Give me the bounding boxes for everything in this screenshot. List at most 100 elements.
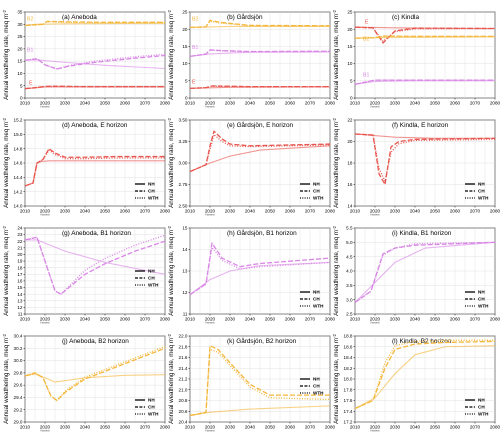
legend: NH CH WTH bbox=[135, 182, 159, 201]
x-tick-label: 2050 bbox=[100, 425, 111, 430]
harvest-note: Harvest bbox=[371, 104, 380, 108]
y-tick-label: 4.0 bbox=[346, 269, 353, 274]
x-tick-label: 2030 bbox=[60, 209, 71, 214]
series-b1-wth bbox=[354, 241, 496, 304]
legend-label-wth: WTH bbox=[478, 304, 489, 309]
y-tick-label: 18 bbox=[17, 265, 23, 270]
series-b2-wth bbox=[24, 21, 165, 27]
harvest-note: Harvest bbox=[41, 212, 50, 216]
x-tick-label: 2070 bbox=[140, 209, 151, 214]
y-tick-label: 10 bbox=[182, 61, 188, 66]
legend: NH CH WTH bbox=[300, 290, 324, 309]
x-tick-label: 2080 bbox=[160, 425, 171, 430]
x-tick-label: 2010 bbox=[185, 425, 196, 430]
y-tick-label: 2.75 bbox=[179, 182, 188, 187]
y-tick-label: 15.0 bbox=[14, 132, 23, 137]
x-tick-label: 2080 bbox=[160, 209, 171, 214]
y-tick-label: 21.6 bbox=[179, 355, 188, 360]
y-tick-label: 14.8 bbox=[14, 146, 23, 151]
y-tick-label: 25 bbox=[182, 10, 188, 15]
x-tick-label: 2060 bbox=[120, 425, 131, 430]
x-tick-label: 2080 bbox=[325, 101, 336, 106]
series-b2-wth bbox=[189, 20, 331, 29]
y-tick-label: 20.6 bbox=[179, 409, 188, 414]
y-tick-label: 29.6 bbox=[14, 383, 23, 388]
x-tick-label: 2030 bbox=[390, 317, 401, 322]
x-tick-label: 2060 bbox=[120, 101, 131, 106]
y-tick-label: 18.0 bbox=[344, 377, 353, 382]
legend-label-wth: WTH bbox=[478, 412, 489, 417]
series-b2-ch bbox=[189, 19, 331, 29]
panel-a: 2010 2020 2030 2040 2050 2060 2070 2080Harvest0… bbox=[2, 9, 171, 108]
horizon-label: B2 bbox=[363, 37, 369, 43]
harvest-note: Harvest bbox=[206, 104, 215, 108]
x-tick-label: 2080 bbox=[490, 317, 500, 322]
panel-k: 2010 2020 2030 2040 2050 2060 2070 2080 Harvest 2… bbox=[167, 333, 336, 432]
x-tick-label: 2050 bbox=[430, 209, 441, 214]
x-tick-label: 2080 bbox=[325, 317, 336, 322]
x-tick-label: 2070 bbox=[140, 101, 151, 106]
y-tick-label: 0 bbox=[350, 96, 353, 101]
x-tick-label: 2060 bbox=[450, 101, 461, 106]
y-tick-label: 30.2 bbox=[14, 346, 23, 351]
y-tick-label: 12 bbox=[182, 290, 188, 295]
y-tick-label: 18 bbox=[347, 161, 353, 166]
y-tick-label: 3.5 bbox=[346, 283, 353, 288]
y-tick-label: 17.6 bbox=[344, 398, 353, 403]
y-axis-label-exponent: -2 bbox=[332, 333, 337, 337]
y-tick-label: 3.50 bbox=[179, 118, 188, 123]
y-tick-label: 5 bbox=[185, 78, 188, 83]
x-tick-label: 2070 bbox=[305, 101, 316, 106]
y-tick-label: 29.2 bbox=[14, 407, 23, 412]
y-tick-label: 20 bbox=[347, 27, 353, 32]
x-tick-label: 2040 bbox=[80, 101, 91, 106]
x-tick-label: 2070 bbox=[305, 317, 316, 322]
legend-label-ch: CH bbox=[148, 189, 155, 194]
legend-label-wth: WTH bbox=[148, 283, 159, 288]
x-tick-label: 2020 bbox=[205, 317, 216, 322]
series-e-wth bbox=[354, 133, 496, 182]
x-tick-label: 2040 bbox=[80, 425, 91, 430]
panel-title: (f) Kindla, E horizon bbox=[392, 122, 449, 129]
y-axis-label-exponent: -2 bbox=[167, 225, 172, 229]
legend-label-ch: CH bbox=[313, 189, 320, 194]
panel-b: 2010 2020 2030 2040 2050 2060 2070 2080Harvest0… bbox=[167, 9, 336, 108]
x-tick-label: 2070 bbox=[470, 317, 481, 322]
y-tick-label: 0 bbox=[20, 96, 23, 101]
x-tick-label: 2050 bbox=[265, 101, 276, 106]
x-tick-label: 2020 bbox=[40, 425, 51, 430]
y-tick-label: 19 bbox=[17, 259, 23, 264]
x-tick-label: 2010 bbox=[20, 101, 31, 106]
x-tick-label: 2040 bbox=[245, 101, 256, 106]
panel-title: (b) Gårdsjön bbox=[227, 13, 263, 21]
y-tick-label: 5 bbox=[350, 78, 353, 83]
series-b2-nh bbox=[354, 345, 496, 410]
panel-title: (e) Gårdsjön, E horizon bbox=[227, 121, 294, 129]
x-tick-label: 2070 bbox=[140, 317, 151, 322]
x-tick-label: 2070 bbox=[140, 425, 151, 430]
series-b1-wth bbox=[189, 246, 331, 296]
legend-label-wth: WTH bbox=[148, 412, 159, 417]
y-tick-label: 16 bbox=[17, 279, 23, 284]
horizon-label: B1 bbox=[27, 47, 33, 53]
panel-title: (k) Gårdsjön, B2 horizon bbox=[227, 337, 297, 345]
x-tick-label: 2030 bbox=[390, 209, 401, 214]
horizon-label: B1 bbox=[363, 73, 369, 79]
y-axis-label: Annual weathering rate, meq m-2 bbox=[332, 117, 340, 207]
y-tick-label: 15 bbox=[182, 44, 188, 49]
y-tick-label: 18.6 bbox=[344, 344, 353, 349]
harvest-note: Harvest bbox=[41, 104, 50, 108]
x-tick-label: 2030 bbox=[225, 101, 236, 106]
x-tick-label: 2030 bbox=[60, 425, 71, 430]
legend: NH CH WTH bbox=[465, 290, 489, 309]
x-tick-label: 2030 bbox=[60, 101, 71, 106]
panel-h: 2010 2020 2030 2040 2050 2060 2070 2080 Harvest 1… bbox=[167, 225, 336, 324]
x-tick-label: 2040 bbox=[410, 425, 421, 430]
x-tick-label: 2070 bbox=[305, 209, 316, 214]
y-tick-label: 14.4 bbox=[14, 175, 23, 180]
x-tick-label: 2050 bbox=[100, 101, 111, 106]
x-tick-label: 2060 bbox=[450, 425, 461, 430]
y-axis-label: Annual weathering rate, meq m-2 bbox=[167, 225, 175, 315]
y-tick-label: 5.5 bbox=[346, 226, 353, 231]
x-tick-label: 2070 bbox=[470, 101, 481, 106]
